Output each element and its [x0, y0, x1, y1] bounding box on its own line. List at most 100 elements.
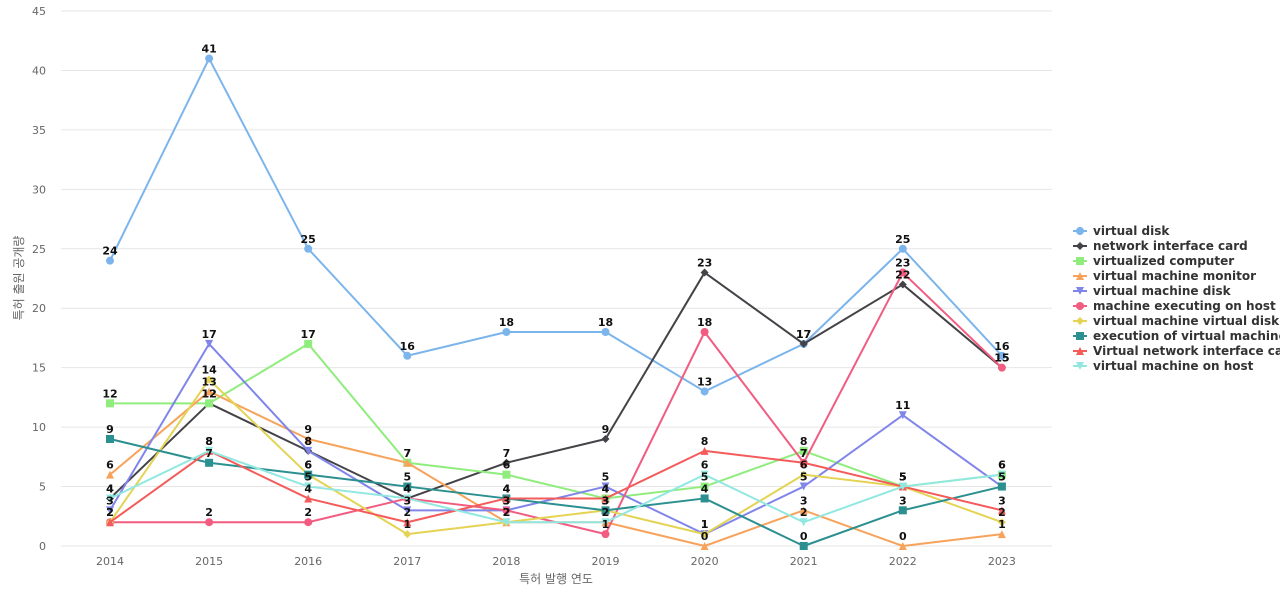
x-tick-label: 2020 [691, 555, 719, 568]
data-label: 11 [895, 399, 910, 412]
data-label: 8 [304, 435, 312, 448]
legend-marker [1076, 332, 1084, 340]
data-point [799, 339, 808, 348]
data-label: 4 [503, 482, 511, 495]
series-line [109, 449, 1003, 524]
data-label: 5 [899, 471, 907, 484]
data-point [502, 470, 511, 479]
data-label: 23 [895, 257, 910, 270]
data-point [403, 518, 412, 527]
data-point [304, 339, 313, 348]
legend-item[interactable]: Virtual network interface card [1073, 344, 1280, 358]
data-label: 6 [304, 459, 312, 472]
data-point [106, 256, 114, 265]
data-point [799, 446, 808, 455]
data-label: 1 [403, 518, 411, 531]
data-label: 3 [403, 494, 411, 507]
data-point [205, 518, 214, 527]
legend-marker [1076, 242, 1084, 250]
data-label: 1 [998, 518, 1006, 531]
data-point [403, 482, 412, 491]
data-label: 0 [800, 530, 808, 543]
y-tick-label: 0 [39, 540, 46, 553]
data-label: 2 [205, 506, 213, 519]
data-point [106, 399, 114, 408]
data-label: 17 [796, 328, 811, 341]
data-label: 22 [895, 268, 910, 281]
legend-item[interactable]: virtual machine monitor [1073, 269, 1256, 283]
data-label: 0 [899, 530, 907, 543]
data-point [304, 435, 313, 443]
x-tick-label: 2017 [393, 555, 421, 568]
legend-marker [1076, 317, 1084, 325]
data-label: 8 [800, 435, 808, 448]
data-point [700, 328, 709, 336]
legend-item[interactable]: virtual machine virtual disk [1073, 314, 1280, 328]
data-point [304, 244, 313, 253]
data-label: 6 [701, 459, 709, 472]
legend-marker [1076, 347, 1084, 355]
data-label: 4 [403, 482, 411, 495]
data-label: 2 [403, 506, 411, 519]
legend-label: virtual machine monitor [1093, 269, 1256, 283]
data-label: 6 [998, 459, 1006, 472]
data-point [106, 435, 114, 443]
data-point [304, 446, 313, 455]
data-point [898, 268, 907, 277]
legend-item[interactable]: virtualized computer [1073, 254, 1234, 268]
data-label: 9 [106, 423, 114, 436]
series-9 [106, 446, 1006, 527]
series-7 [106, 435, 1006, 550]
data-label: 3 [602, 494, 610, 507]
legend-item[interactable]: virtual disk [1073, 224, 1170, 238]
legend-label: virtualized computer [1093, 254, 1234, 268]
y-axis-title: 특허 출원 공개량 [12, 236, 26, 321]
legend-item[interactable]: virtual machine on host [1073, 359, 1254, 373]
data-label: 1 [602, 518, 610, 531]
data-point [700, 387, 709, 396]
data-label: 25 [301, 233, 316, 246]
data-point [601, 328, 610, 336]
data-label: 2 [602, 506, 610, 519]
x-tick-label: 2021 [790, 555, 818, 568]
data-point [601, 506, 610, 515]
data-label: 7 [403, 447, 411, 460]
legend-item[interactable]: machine executing on host [1073, 299, 1276, 313]
data-point [601, 530, 610, 539]
data-label: 5 [701, 471, 709, 484]
data-point [799, 506, 808, 515]
data-point [799, 458, 808, 467]
data-label: 1 [701, 518, 709, 531]
legend-item[interactable]: execution of virtual machine [1073, 329, 1280, 343]
data-label: 7 [503, 447, 511, 460]
data-point [898, 506, 907, 515]
data-label: 3 [503, 494, 511, 507]
data-label: 3 [899, 494, 907, 507]
series-4 [106, 339, 1006, 539]
legend-item[interactable]: virtual machine disk [1073, 284, 1232, 298]
legend-label: execution of virtual machine [1093, 329, 1280, 343]
data-label: 5 [899, 471, 907, 484]
data-point [799, 470, 808, 479]
data-label: 4 [403, 482, 411, 495]
data-label: 1 [701, 518, 709, 531]
legend-item[interactable]: network interface card [1073, 239, 1248, 253]
data-point [205, 339, 214, 348]
y-tick-label: 5 [39, 481, 46, 494]
data-label: 5 [602, 471, 610, 484]
data-point [601, 435, 610, 443]
data-point [502, 494, 511, 503]
data-point [799, 518, 808, 527]
legend-label: virtual machine disk [1093, 284, 1232, 298]
data-point [106, 506, 114, 515]
data-label: 23 [697, 257, 712, 270]
series-line [109, 271, 1003, 500]
legend-marker [1076, 272, 1084, 280]
data-label: 6 [106, 459, 114, 472]
data-point [205, 399, 214, 408]
data-label: 13 [201, 375, 216, 388]
data-label: 4 [503, 482, 511, 495]
data-label: 12 [201, 387, 216, 400]
x-tick-label: 2015 [195, 555, 223, 568]
